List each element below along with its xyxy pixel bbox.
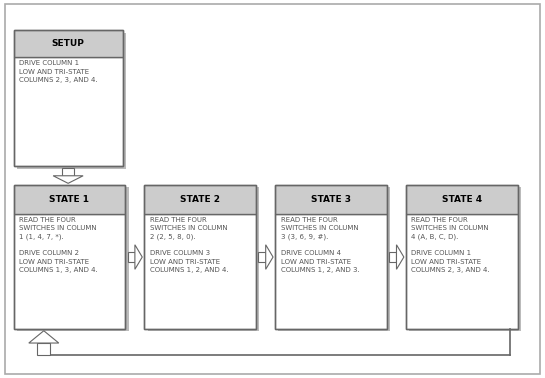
Text: READ THE FOUR
SWITCHES IN COLUMN
4 (A, B, C, D).

DRIVE COLUMN 1
LOW AND TRI-STA: READ THE FOUR SWITCHES IN COLUMN 4 (A, B… [411,217,490,273]
FancyBboxPatch shape [14,57,123,166]
FancyBboxPatch shape [14,185,125,214]
Text: STATE 2: STATE 2 [180,195,220,204]
FancyBboxPatch shape [278,187,390,331]
FancyBboxPatch shape [14,214,125,329]
Polygon shape [135,245,142,269]
FancyBboxPatch shape [128,252,135,262]
Text: STATE 4: STATE 4 [442,195,482,204]
FancyBboxPatch shape [258,252,266,262]
FancyBboxPatch shape [144,185,256,214]
Polygon shape [29,331,59,343]
Polygon shape [53,176,83,183]
Text: STATE 3: STATE 3 [311,195,351,204]
FancyBboxPatch shape [389,252,397,262]
FancyBboxPatch shape [148,187,259,331]
FancyBboxPatch shape [275,214,387,329]
Polygon shape [266,245,273,269]
FancyBboxPatch shape [17,33,126,169]
Text: READ THE FOUR
SWITCHES IN COLUMN
3 (3, 6, 9, #).

DRIVE COLUMN 4
LOW AND TRI-STA: READ THE FOUR SWITCHES IN COLUMN 3 (3, 6… [281,217,359,273]
FancyBboxPatch shape [409,187,521,331]
FancyBboxPatch shape [144,214,256,329]
FancyBboxPatch shape [14,30,123,57]
FancyBboxPatch shape [62,168,75,176]
Polygon shape [397,245,404,269]
Text: READ THE FOUR
SWITCHES IN COLUMN
1 (1, 4, 7, *).

DRIVE COLUMN 2
LOW AND TRI-STA: READ THE FOUR SWITCHES IN COLUMN 1 (1, 4… [19,217,98,273]
Text: DRIVE COLUMN 1
LOW AND TRI-STATE
COLUMNS 2, 3, AND 4.: DRIVE COLUMN 1 LOW AND TRI-STATE COLUMNS… [19,60,98,83]
FancyBboxPatch shape [406,185,518,214]
FancyBboxPatch shape [406,214,518,329]
FancyBboxPatch shape [275,185,387,214]
Text: SETUP: SETUP [52,39,84,48]
Text: READ THE FOUR
SWITCHES IN COLUMN
2 (2, 5, 8, 0).

DRIVE COLUMN 3
LOW AND TRI-STA: READ THE FOUR SWITCHES IN COLUMN 2 (2, 5… [150,217,228,273]
Text: STATE 1: STATE 1 [50,195,89,204]
FancyBboxPatch shape [17,187,129,331]
FancyBboxPatch shape [38,343,50,355]
